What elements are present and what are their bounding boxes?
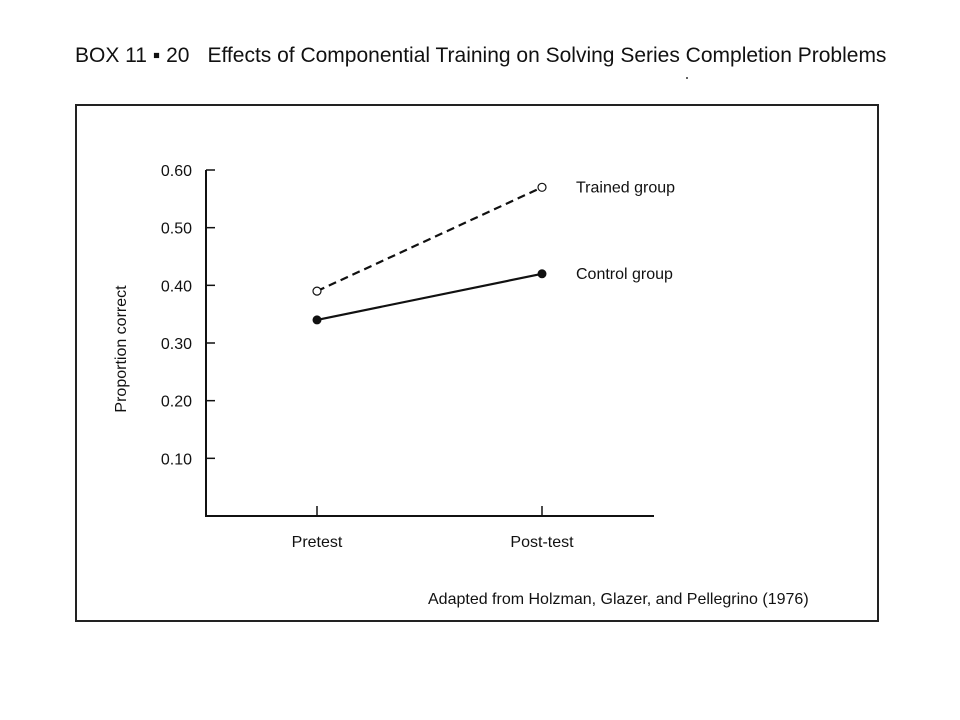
y-tick-label: 0.20 — [161, 394, 192, 411]
box-heading: Effects of Componential Training on Solv… — [207, 44, 887, 67]
y-tick-label: 0.60 — [161, 163, 192, 180]
data-point — [312, 315, 322, 325]
x-tick-label: Pretest — [292, 534, 343, 551]
source-citation: Adapted from Holzman, Glazer, and Pelleg… — [428, 591, 809, 608]
data-point — [312, 286, 322, 296]
box-number: BOX 11 ▪ 20 — [75, 44, 190, 67]
y-tick-label: 0.10 — [161, 451, 192, 468]
y-tick-label: 0.30 — [161, 336, 192, 353]
series-line — [316, 186, 543, 293]
stray-dot — [686, 77, 688, 79]
data-point — [537, 182, 547, 192]
x-tick-label: Post-test — [510, 534, 574, 551]
series-line — [316, 272, 543, 322]
y-tick-label: 0.50 — [161, 221, 192, 238]
box-title: BOX 11 ▪ 20 Effects of Componential Train… — [75, 40, 895, 71]
series-label: Trained group — [576, 179, 675, 196]
data-point — [537, 269, 547, 279]
series-label: Control group — [576, 266, 673, 283]
y-tick-label: 0.40 — [161, 278, 192, 295]
figure-frame — [75, 104, 879, 622]
y-axis-label: Proportion correct — [113, 285, 130, 413]
